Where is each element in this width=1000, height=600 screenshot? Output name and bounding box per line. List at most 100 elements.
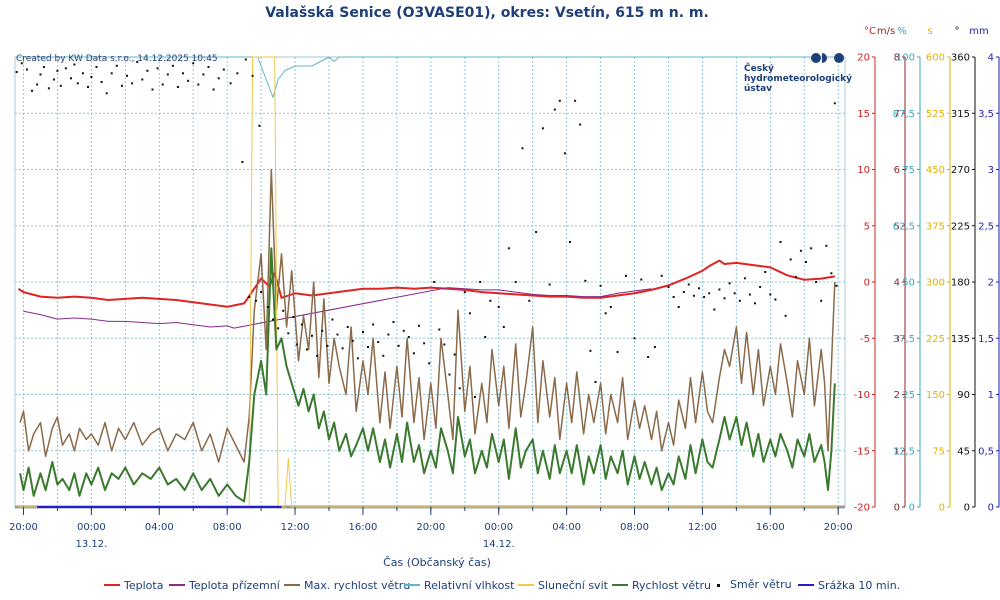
- wind-direction-point: [733, 292, 736, 295]
- wind-direction-point: [73, 63, 76, 66]
- y-tick-label-3: 75: [932, 446, 945, 457]
- y-tick-label-4: 180: [951, 278, 970, 289]
- wind-direction-point: [718, 288, 721, 291]
- wind-direction-point: [126, 74, 128, 77]
- wind-direction-point: [70, 77, 72, 80]
- wind-direction-point: [825, 244, 828, 247]
- wind-direction-point: [507, 247, 510, 250]
- wind-direction-point: [90, 76, 93, 78]
- wind-direction-point: [402, 329, 405, 332]
- y-tick-label-1: 8: [894, 53, 900, 64]
- y-tick-label-0: 15: [857, 109, 870, 120]
- wind-direction-point: [272, 318, 274, 321]
- logo-circle-right: [834, 53, 844, 63]
- series-relativn-vlhkost: [18, 56, 839, 98]
- y-tick-label-5: 3,5: [978, 109, 994, 120]
- wind-direction-point: [182, 72, 184, 75]
- wind-direction-point: [15, 71, 18, 73]
- wind-direction-point: [708, 292, 711, 295]
- wind-direction-point: [244, 58, 247, 61]
- y-tick-label-0: -20: [854, 503, 870, 514]
- wind-direction-point: [42, 66, 45, 68]
- y-tick-label-0: 10: [857, 165, 870, 176]
- y-tick-label-3: 150: [926, 390, 945, 401]
- legend: Teplota Teplota přízemní Max. rychlost vět…: [104, 578, 900, 592]
- wind-direction-point: [326, 344, 329, 347]
- y-tick-label-0: 5: [864, 221, 870, 232]
- wind-direction-point: [698, 287, 700, 290]
- wind-direction-point: [412, 352, 415, 355]
- y-tick-label-2: 37,5: [893, 334, 915, 345]
- wind-direction-point: [748, 293, 751, 296]
- x-tick-label: 16:00: [756, 522, 785, 533]
- date-label: 13.12.: [75, 539, 107, 550]
- y-tick-label-2: 87,5: [893, 109, 915, 120]
- wind-direction-point: [594, 381, 597, 383]
- wind-direction-point: [830, 272, 833, 275]
- y-tick-label-3: 600: [926, 53, 945, 64]
- legend-label: Teplota přízemní: [188, 579, 281, 592]
- wind-direction-point: [197, 83, 200, 86]
- wind-direction-point: [300, 323, 303, 326]
- wind-direction-point: [810, 247, 813, 250]
- wind-direction-point: [100, 81, 103, 83]
- wind-direction-point: [428, 362, 431, 365]
- wind-direction-point: [833, 102, 836, 105]
- logo-line-3: ústav: [744, 84, 772, 94]
- wind-direction-point: [76, 82, 79, 85]
- wind-direction-point: [87, 86, 89, 88]
- x-tick-label: 12:00: [688, 522, 717, 533]
- wind-direction-point: [687, 283, 690, 286]
- wind-direction-point: [574, 99, 577, 102]
- wind-direction-point: [56, 69, 59, 72]
- wind-direction-point: [120, 84, 123, 87]
- y-tick-label-4: 225: [951, 221, 970, 232]
- wind-direction-point: [382, 354, 385, 357]
- wind-direction-point: [236, 72, 239, 75]
- y-tick-label-4: 0: [964, 503, 970, 514]
- y-tick-label-2: 75: [902, 165, 915, 176]
- wind-direction-point: [604, 312, 607, 315]
- y-tick-label-5: 0,5: [978, 446, 994, 457]
- wind-direction-point: [105, 92, 108, 95]
- wind-direction-point: [217, 77, 220, 80]
- series-rychlost-v-tru: [19, 247, 836, 503]
- wind-direction-point: [229, 82, 232, 85]
- wind-direction-point: [558, 99, 561, 102]
- wind-direction-point: [356, 357, 359, 360]
- y-tick-label-4: 315: [951, 109, 970, 120]
- wind-direction-point: [553, 108, 556, 111]
- wind-direction-point: [423, 342, 426, 345]
- x-tick-label: 20:00: [416, 522, 445, 533]
- wind-direction-point: [146, 69, 149, 72]
- x-tick-label: 08:00: [620, 522, 649, 533]
- wind-direction-point: [438, 328, 441, 331]
- y-tick-label-5: 0: [988, 503, 994, 514]
- wind-direction-point: [754, 302, 756, 305]
- wind-direction-point: [743, 277, 746, 280]
- wind-direction-point: [479, 281, 482, 283]
- wind-direction-point: [589, 349, 592, 352]
- y-axis-unit-3: s: [927, 26, 932, 37]
- wind-direction-point: [110, 72, 113, 75]
- legend-marker: [717, 584, 720, 587]
- wind-direction-point: [647, 356, 650, 358]
- y-tick-label-5: 4: [988, 53, 994, 64]
- y-tick-label-0: -10: [854, 390, 870, 401]
- wind-direction-point: [682, 291, 685, 293]
- y-axis-unit-2: %: [897, 26, 907, 37]
- wind-direction-point: [820, 299, 823, 302]
- series-teplota-p-zemn-: [23, 287, 652, 329]
- wind-direction-point: [463, 291, 466, 293]
- wind-direction-point: [248, 296, 251, 298]
- wind-direction-point: [692, 294, 695, 297]
- wind-direction-point: [633, 337, 636, 340]
- wind-direction-point: [31, 89, 33, 92]
- wind-direction-point: [497, 306, 500, 308]
- wind-direction-point: [316, 354, 319, 357]
- chmi-logo: Český hydrometeorologický ústav: [744, 53, 852, 94]
- y-tick-label-2: 12,5: [893, 446, 915, 457]
- wind-direction-point: [769, 293, 772, 296]
- axes-layer: 20:00 00:00 04:00 08:00 12:00 16:00 20:00 00:00…: [9, 26, 1000, 550]
- wind-direction-point: [25, 68, 28, 71]
